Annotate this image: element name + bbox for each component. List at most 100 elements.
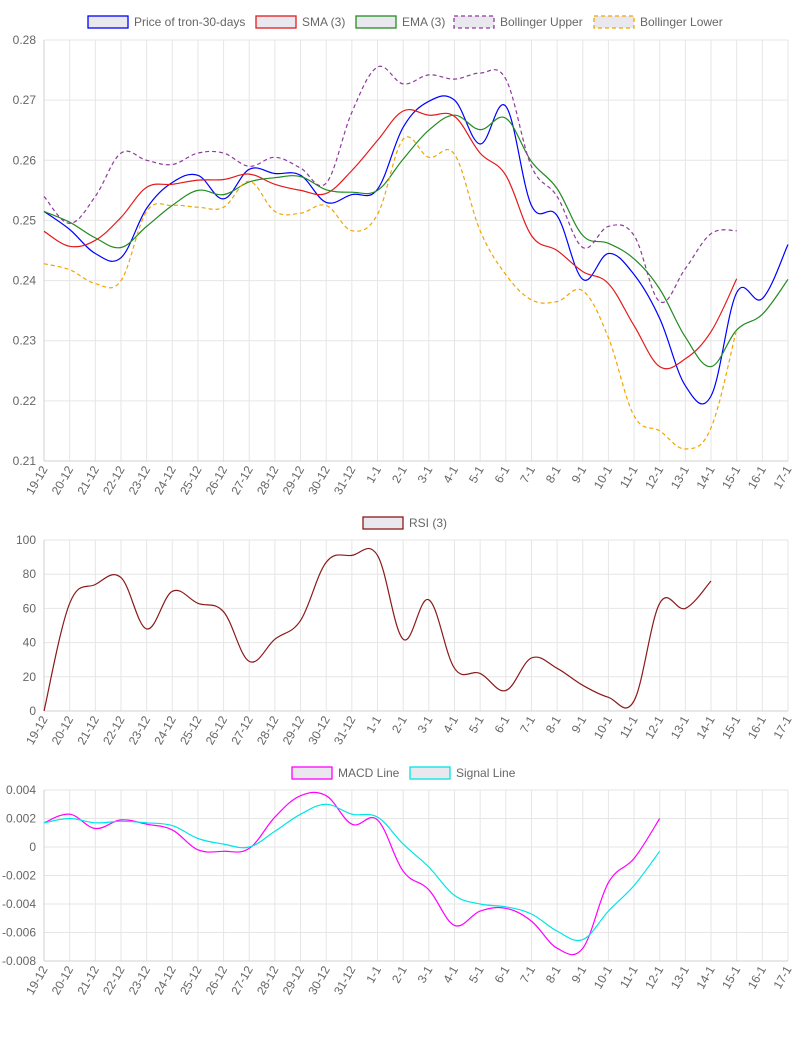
y-tick-label: 0 bbox=[29, 840, 36, 854]
x-tick-label: 23-12 bbox=[126, 713, 154, 747]
legend-label: Bollinger Upper bbox=[500, 15, 583, 29]
x-tick-label: 29-12 bbox=[280, 713, 308, 747]
y-tick-label: 0.24 bbox=[13, 274, 37, 288]
legend-item-bollinger-lower[interactable]: Bollinger Lower bbox=[593, 15, 723, 29]
x-tick-label: 4-1 bbox=[440, 963, 461, 985]
x-tick-label: 25-12 bbox=[177, 713, 205, 747]
y-tick-label: 0 bbox=[29, 704, 36, 718]
legend: MACD Line Signal Line bbox=[291, 766, 516, 780]
x-tick-label: 20-12 bbox=[49, 713, 77, 747]
y-tick-label: -0.002 bbox=[2, 869, 36, 883]
series-line-bollinger-upper bbox=[43, 65, 737, 304]
legend-item-signal-line[interactable]: Signal Line bbox=[409, 766, 516, 780]
x-tick-label: 2-1 bbox=[389, 713, 410, 735]
x-tick-label: 2-1 bbox=[389, 963, 410, 985]
x-tick-label: 19-12 bbox=[23, 963, 51, 997]
x-tick-label: 21-12 bbox=[74, 463, 102, 497]
y-tick-label: 40 bbox=[23, 636, 37, 650]
x-tick-label: 13-1 bbox=[668, 713, 692, 741]
x-tick-label: 31-12 bbox=[331, 963, 359, 997]
x-tick-label: 29-12 bbox=[280, 963, 308, 997]
x-tick-label: 22-12 bbox=[100, 713, 128, 747]
x-tick-label: 27-12 bbox=[228, 713, 256, 747]
x-tick-label: 6-1 bbox=[492, 713, 513, 735]
x-tick-label: 1-1 bbox=[363, 713, 384, 735]
legend-item-ema-3[interactable]: EMA (3) bbox=[355, 15, 445, 29]
x-tick-label: 7-1 bbox=[517, 963, 538, 985]
x-tick-label: 7-1 bbox=[517, 463, 538, 485]
x-tick-label: 30-12 bbox=[305, 463, 333, 497]
x-tick-label: 30-12 bbox=[305, 713, 333, 747]
y-axis: 0.004 0.002 0 -0.002 -0.004 -0.006 -0.008 bbox=[2, 783, 788, 968]
series-line-sma-3 bbox=[43, 108, 738, 370]
x-tick-label: 9-1 bbox=[569, 963, 590, 985]
legend: Price of tron-30-days SMA (3) EMA (3) Bolli… bbox=[87, 15, 723, 29]
legend-label: EMA (3) bbox=[402, 15, 445, 29]
x-axis: 19-1220-1221-1222-1223-1224-1225-1226-12… bbox=[23, 540, 795, 747]
x-tick-label: 12-1 bbox=[642, 713, 666, 741]
x-tick-label: 26-12 bbox=[203, 963, 231, 997]
x-tick-label: 6-1 bbox=[492, 463, 513, 485]
x-tick-label: 5-1 bbox=[466, 963, 487, 985]
x-tick-label: 19-12 bbox=[23, 713, 51, 747]
x-tick-label: 15-1 bbox=[719, 713, 743, 741]
y-tick-label: 0.002 bbox=[6, 812, 36, 826]
x-tick-label: 16-1 bbox=[745, 963, 769, 991]
y-tick-label: 80 bbox=[23, 567, 37, 581]
x-tick-label: 8-1 bbox=[543, 963, 564, 985]
legend-swatch bbox=[593, 15, 635, 29]
x-tick-label: 4-1 bbox=[440, 463, 461, 485]
x-tick-label: 31-12 bbox=[331, 713, 359, 747]
legend-swatch bbox=[409, 766, 451, 780]
x-tick-label: 12-1 bbox=[642, 963, 666, 991]
y-tick-label: 0.27 bbox=[13, 93, 37, 107]
series-line-signal-line bbox=[43, 803, 661, 942]
legend-item-macd-line[interactable]: MACD Line bbox=[291, 766, 400, 780]
legend: RSI (3) bbox=[362, 516, 447, 530]
y-tick-label: 0.28 bbox=[13, 33, 37, 47]
x-tick-label: 23-12 bbox=[126, 963, 154, 997]
macd-chart: MACD Line Signal Line 0.004 0.002 0 -0.002 -0.… bbox=[2, 766, 795, 997]
y-tick-label: -0.006 bbox=[2, 926, 36, 940]
x-tick-label: 19-12 bbox=[23, 463, 51, 497]
legend-item-rsi-3[interactable]: RSI (3) bbox=[362, 516, 447, 530]
x-tick-label: 20-12 bbox=[49, 963, 77, 997]
y-tick-label: 0.23 bbox=[13, 334, 37, 348]
x-axis: 19-1220-1221-1222-1223-1224-1225-1226-12… bbox=[23, 40, 795, 497]
x-tick-label: 29-12 bbox=[280, 463, 308, 497]
price-indicators-chart: Price of tron-30-days SMA (3) EMA (3) Bolli… bbox=[13, 15, 795, 497]
x-tick-label: 8-1 bbox=[543, 713, 564, 735]
x-tick-label: 27-12 bbox=[228, 963, 256, 997]
x-tick-label: 14-1 bbox=[693, 463, 717, 491]
y-tick-label: 0.004 bbox=[6, 783, 36, 797]
series-line-rsi-3 bbox=[43, 547, 712, 712]
x-tick-label: 9-1 bbox=[569, 713, 590, 735]
legend-swatch bbox=[453, 15, 495, 29]
x-tick-label: 22-12 bbox=[100, 463, 128, 497]
legend-label: Price of tron-30-days bbox=[134, 15, 245, 29]
y-tick-label: 100 bbox=[16, 533, 36, 547]
y-tick-label: 0.21 bbox=[13, 454, 37, 468]
x-tick-label: 30-12 bbox=[305, 963, 333, 997]
x-tick-label: 15-1 bbox=[719, 963, 743, 991]
y-axis: 0.28 0.27 0.26 0.25 0.24 0.23 0.22 0.21 bbox=[13, 33, 788, 468]
x-tick-label: 9-1 bbox=[569, 463, 590, 485]
x-tick-label: 26-12 bbox=[203, 463, 231, 497]
x-tick-label: 10-1 bbox=[591, 713, 615, 741]
legend-item-bollinger-upper[interactable]: Bollinger Upper bbox=[453, 15, 583, 29]
x-tick-label: 14-1 bbox=[693, 963, 717, 991]
x-tick-label: 13-1 bbox=[668, 963, 692, 991]
legend-label: RSI (3) bbox=[409, 516, 447, 530]
x-tick-label: 11-1 bbox=[617, 963, 641, 990]
x-tick-label: 3-1 bbox=[415, 713, 436, 735]
x-tick-label: 10-1 bbox=[591, 463, 615, 491]
legend-item-price-of-tron-30-days[interactable]: Price of tron-30-days bbox=[87, 15, 245, 29]
legend-label: MACD Line bbox=[338, 766, 400, 780]
legend-item-sma-3[interactable]: SMA (3) bbox=[255, 15, 345, 29]
x-tick-label: 24-12 bbox=[151, 463, 179, 497]
y-tick-label: 0.26 bbox=[13, 153, 37, 167]
legend-label: SMA (3) bbox=[302, 15, 345, 29]
x-tick-label: 4-1 bbox=[440, 713, 461, 735]
x-tick-label: 5-1 bbox=[466, 713, 487, 735]
